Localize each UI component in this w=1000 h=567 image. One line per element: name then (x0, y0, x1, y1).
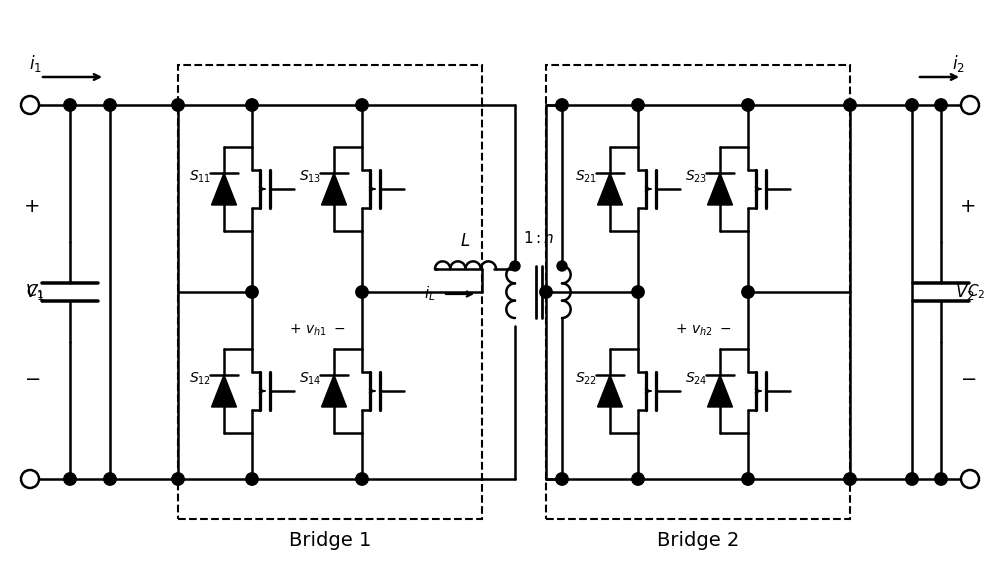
Text: $i_L$: $i_L$ (424, 285, 436, 303)
Polygon shape (322, 375, 347, 407)
Circle shape (632, 286, 644, 298)
Text: $S_{23}$: $S_{23}$ (685, 169, 707, 185)
Circle shape (844, 473, 856, 485)
Text: $i_1$: $i_1$ (29, 53, 41, 74)
Circle shape (557, 261, 567, 271)
Circle shape (935, 473, 947, 485)
Polygon shape (708, 375, 732, 407)
Polygon shape (212, 173, 237, 205)
Text: $+\ v_{h1}\ -$: $+\ v_{h1}\ -$ (289, 322, 345, 338)
Text: $C_1$: $C_1$ (26, 283, 44, 301)
Bar (178, 65, 482, 519)
Circle shape (246, 99, 258, 111)
Text: Bridge 1: Bridge 1 (289, 531, 371, 551)
Text: +: + (24, 197, 40, 217)
Text: $S_{12}$: $S_{12}$ (189, 371, 211, 387)
Circle shape (632, 473, 644, 485)
Text: $S_{24}$: $S_{24}$ (685, 371, 707, 387)
Circle shape (21, 96, 39, 114)
Text: $+\ v_{h2}\ -$: $+\ v_{h2}\ -$ (675, 322, 731, 338)
Circle shape (935, 99, 947, 111)
Text: $S_{14}$: $S_{14}$ (299, 371, 321, 387)
Text: $C_2$: $C_2$ (967, 283, 985, 301)
Polygon shape (598, 375, 622, 407)
Text: +: + (960, 197, 976, 217)
Polygon shape (598, 173, 622, 205)
Circle shape (356, 473, 368, 485)
Circle shape (742, 99, 754, 111)
Text: $i_2$: $i_2$ (952, 53, 964, 74)
Circle shape (906, 99, 918, 111)
Circle shape (540, 286, 552, 298)
Text: $S_{11}$: $S_{11}$ (189, 169, 211, 185)
Circle shape (510, 261, 520, 271)
Text: $S_{22}$: $S_{22}$ (575, 371, 597, 387)
Circle shape (906, 473, 918, 485)
Circle shape (172, 473, 184, 485)
Polygon shape (708, 173, 732, 205)
Text: $-$: $-$ (24, 367, 40, 387)
Text: $1 : n$: $1 : n$ (523, 230, 554, 246)
Circle shape (104, 473, 116, 485)
Circle shape (961, 96, 979, 114)
Polygon shape (322, 173, 347, 205)
Text: $-$: $-$ (960, 367, 976, 387)
Circle shape (632, 99, 644, 111)
Text: $V_1$: $V_1$ (25, 282, 45, 302)
Circle shape (961, 470, 979, 488)
Circle shape (556, 99, 568, 111)
Text: $S_{13}$: $S_{13}$ (299, 169, 321, 185)
Text: $L$: $L$ (460, 232, 471, 250)
Circle shape (356, 286, 368, 298)
Circle shape (64, 473, 76, 485)
Circle shape (246, 473, 258, 485)
Circle shape (21, 470, 39, 488)
Polygon shape (212, 375, 237, 407)
Circle shape (172, 99, 184, 111)
Circle shape (556, 473, 568, 485)
Circle shape (64, 99, 76, 111)
Bar (546, 65, 850, 519)
Circle shape (356, 99, 368, 111)
Text: $S_{21}$: $S_{21}$ (575, 169, 597, 185)
Circle shape (742, 286, 754, 298)
Text: $V_2$: $V_2$ (955, 282, 975, 302)
Text: Bridge 2: Bridge 2 (657, 531, 739, 551)
Circle shape (742, 473, 754, 485)
Circle shape (246, 286, 258, 298)
Circle shape (104, 99, 116, 111)
Circle shape (844, 99, 856, 111)
